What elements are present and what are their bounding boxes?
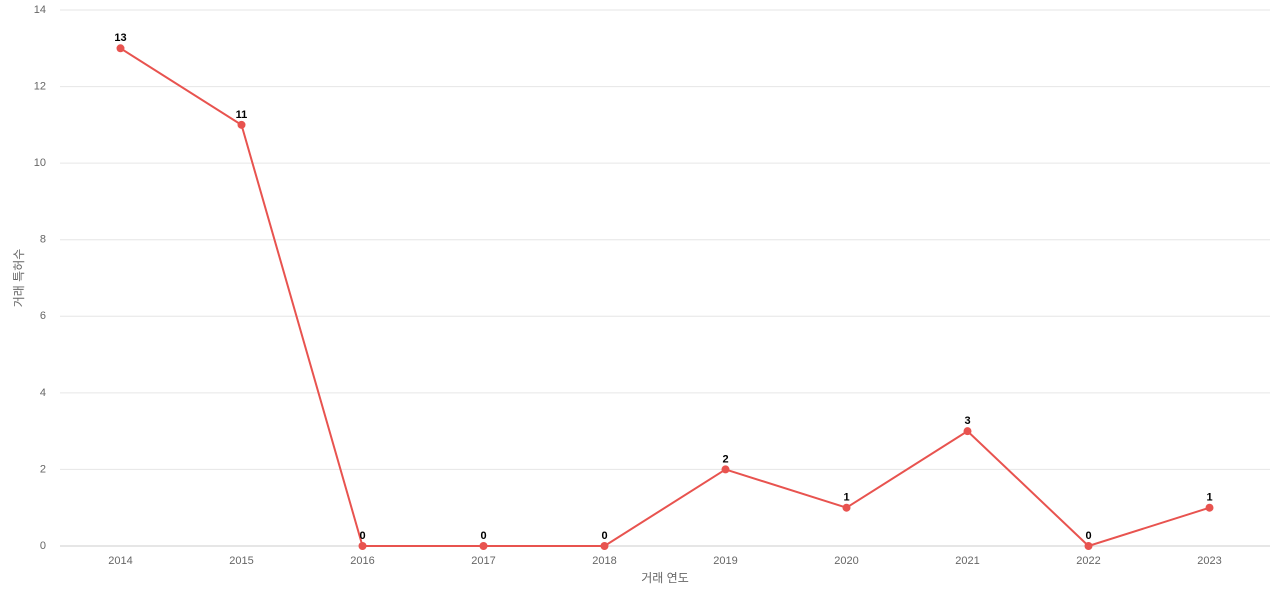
value-label: 1 — [1206, 492, 1212, 504]
line — [119, 47, 1210, 548]
y-tick-label: 2 — [40, 463, 46, 475]
x-tick-label: 2015 — [229, 555, 253, 567]
point — [721, 465, 730, 474]
y-tick-label: 0 — [40, 540, 46, 552]
point — [1084, 542, 1093, 550]
value-label: 0 — [601, 530, 607, 542]
value-label: 0 — [480, 530, 486, 542]
y-tick-label: 10 — [34, 157, 46, 169]
point — [1205, 503, 1214, 512]
point — [963, 427, 972, 436]
y-tick-label: 14 — [34, 4, 46, 16]
value-label: 2 — [722, 453, 728, 465]
value-label: 1 — [843, 492, 849, 504]
value-label: 0 — [1085, 530, 1091, 542]
x-tick-label: 2014 — [108, 555, 132, 567]
x-tick-label: 2016 — [350, 555, 374, 567]
x-tick-label: 2022 — [1076, 555, 1100, 567]
x-tick-label: 2018 — [592, 555, 616, 567]
y-tick-label: 8 — [40, 234, 46, 246]
x-tick-label: 2019 — [713, 555, 737, 567]
value-label: 0 — [359, 530, 365, 542]
x-tick-label: 2020 — [834, 555, 858, 567]
value-label: 11 — [236, 109, 248, 121]
x-tick-label: 2023 — [1197, 555, 1221, 567]
point — [358, 542, 367, 550]
point — [600, 542, 609, 550]
y-tick-label: 12 — [34, 80, 46, 92]
x-axis-title: 거래 연도 — [641, 571, 689, 585]
x-tick-label: 2017 — [471, 555, 495, 567]
y-tick-label: 4 — [40, 387, 46, 399]
point — [479, 542, 488, 550]
value-label: 13 — [114, 32, 126, 44]
y-axis-title: 거래 특허수 — [12, 249, 26, 308]
point — [116, 44, 125, 53]
y-tick-label: 6 — [40, 310, 46, 322]
value-label: 3 — [964, 415, 970, 427]
point — [842, 503, 851, 512]
point — [237, 120, 246, 129]
x-tick-label: 2021 — [955, 555, 979, 567]
